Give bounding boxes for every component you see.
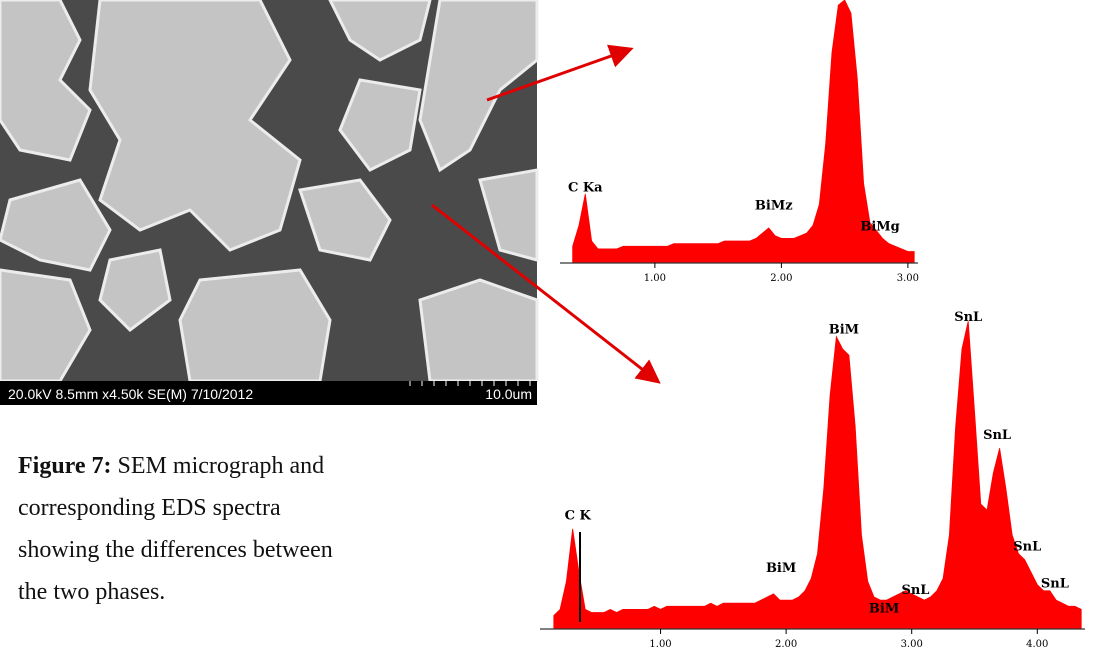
spectrum [553, 321, 1082, 629]
peak-label: SnL [954, 310, 982, 325]
x-tick-label: 4.00 [1026, 639, 1048, 649]
peak-label: BiM [766, 561, 796, 576]
x-tick-label: 3.00 [901, 639, 923, 649]
x-tick-label: 1.00 [644, 273, 666, 284]
peak-label: SnL [1041, 577, 1069, 592]
sem-grains [0, 0, 539, 383]
peak-label: C K [565, 509, 592, 524]
scale-bar [409, 381, 531, 386]
x-tick-label: 3.00 [897, 273, 919, 284]
caption-label: Figure 7: [18, 453, 112, 479]
x-tick-label: 2.00 [770, 273, 792, 284]
x-tick-label: 2.00 [775, 639, 797, 649]
peak-label: BiM [829, 323, 859, 338]
peak-label: SnL [1013, 540, 1041, 555]
arrow [486, 44, 634, 102]
arrow [431, 203, 661, 384]
peak-label: SnL [901, 583, 929, 598]
sem-micrograph: 20.0kV 8.5mm x4.50k SE(M) 7/10/2012 10.0… [0, 0, 539, 405]
caption: Figure 7: SEM micrograph and correspondi… [18, 445, 363, 613]
spectrum [572, 0, 915, 263]
caption-text: SEM micrograph and corresponding EDS spe… [18, 453, 333, 605]
x-tick-label: 1.00 [649, 639, 671, 649]
sem-info-bar [0, 381, 537, 405]
peak-label: BiMz [755, 199, 793, 214]
peak-label: BiMg [860, 220, 899, 235]
peak-label: C Ka [568, 180, 603, 195]
peak-label: BiM [869, 602, 899, 617]
sem-scale: 10.0um [485, 386, 532, 402]
peak-label: SnL [983, 428, 1011, 443]
sem-info: 20.0kV 8.5mm x4.50k SE(M) 7/10/2012 [8, 386, 253, 402]
